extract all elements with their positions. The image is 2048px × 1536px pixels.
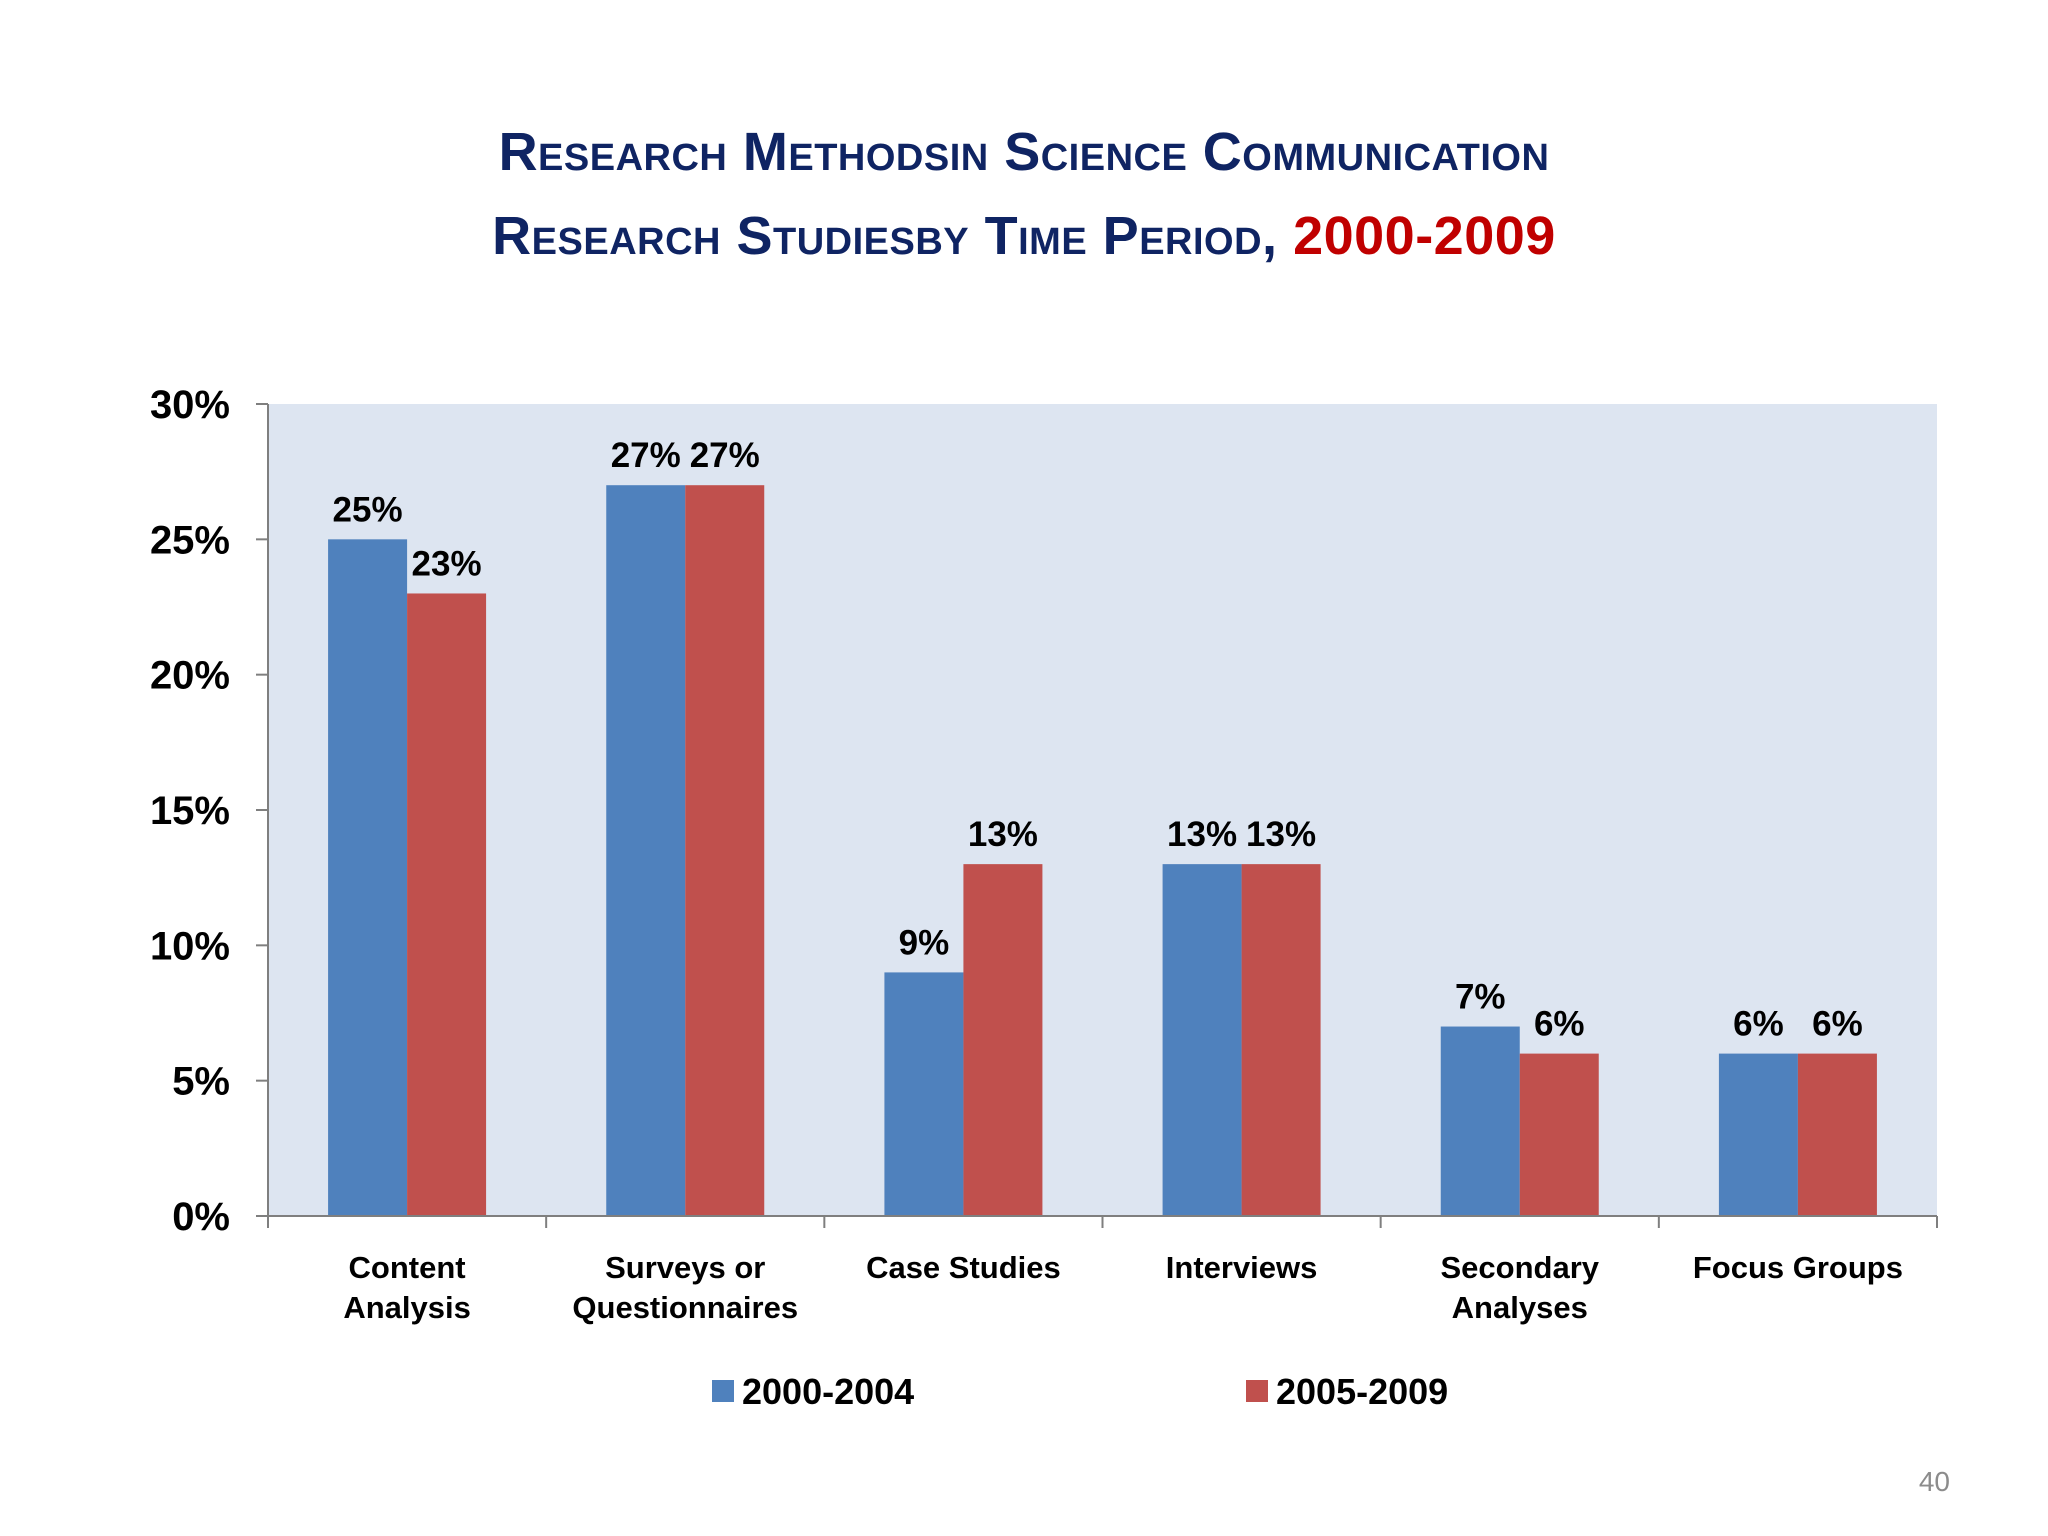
data-label-4-0: 7% <box>1455 978 1506 1017</box>
bar-5-series-1 <box>1797 1053 1877 1216</box>
y-tick-label-0: 0% <box>172 1195 230 1239</box>
category-label-5-0: Focus Groups <box>1693 1250 1903 1285</box>
category-label-1-1: Questionnaires <box>572 1290 798 1325</box>
category-label-4-1: Analyses <box>1452 1290 1588 1325</box>
legend: 2000-2004 2005-2009 <box>712 1371 1448 1412</box>
y-tick-label-2: 10% <box>150 924 230 968</box>
data-label-4-1: 6% <box>1534 1005 1585 1044</box>
page-number: 40 <box>1918 1466 1950 1497</box>
bar-3-series-0 <box>1162 864 1242 1216</box>
title-line-2: Research Studiesby Time Period, 2000-200… <box>0 194 2048 278</box>
legend-label-1: 2005-2009 <box>1276 1371 1448 1412</box>
axes-group <box>256 403 1938 1228</box>
data-label-3-1: 13% <box>1246 815 1316 854</box>
legend-label-0: 2000-2004 <box>742 1371 914 1412</box>
category-label-0-0: Content <box>349 1250 466 1285</box>
bar-4-series-1 <box>1519 1053 1599 1216</box>
category-label-4-0: Secondary <box>1440 1250 1599 1285</box>
y-tick-label-1: 5% <box>172 1060 230 1104</box>
title-line-1: Research Methodsin Science Communication <box>498 122 1550 182</box>
data-label-5-0: 6% <box>1733 1005 1784 1044</box>
y-tick-label-5: 25% <box>150 518 230 562</box>
bar-1-series-0 <box>606 485 686 1216</box>
bar-4-series-0 <box>1440 1026 1520 1216</box>
data-label-1-1: 27% <box>690 436 760 475</box>
category-label-2-0: Case Studies <box>866 1250 1061 1285</box>
data-label-0-1: 23% <box>412 544 482 583</box>
chart-title: Research Methodsin Science Communication… <box>0 110 2048 278</box>
bar-5-series-0 <box>1718 1053 1798 1216</box>
data-label-5-1: 6% <box>1812 1005 1863 1044</box>
bar-2-series-1 <box>963 864 1043 1216</box>
category-label-0-1: Analysis <box>343 1290 471 1325</box>
bar-0-series-0 <box>328 539 408 1216</box>
data-label-2-1: 13% <box>968 815 1038 854</box>
legend-swatch-1 <box>1246 1380 1268 1402</box>
labels-group: 25%23%27% 27%9%13% 13% 13%7%6% 6% 6%0%5%10%15… <box>150 383 1903 1325</box>
y-tick-label-3: 15% <box>150 789 230 833</box>
legend-swatch-0 <box>712 1380 734 1402</box>
category-label-3-0: Interviews <box>1166 1250 1318 1285</box>
category-label-1-0: Surveys or <box>605 1250 765 1285</box>
bar-1-series-1 <box>685 485 765 1216</box>
bars-group <box>328 485 1877 1216</box>
bar-3-series-1 <box>1241 864 1321 1216</box>
title-line-2-main: Research Studiesby Time Period, <box>492 206 1294 266</box>
y-tick-label-6: 30% <box>150 383 230 427</box>
title-year-range: 2000-2009 <box>1293 206 1556 266</box>
y-tick-label-4: 20% <box>150 654 230 698</box>
data-label-2-0: 9% <box>899 923 950 962</box>
plot-area <box>268 404 1937 1216</box>
data-label-0-0: 25% <box>333 490 403 529</box>
data-label-3-0: 13% <box>1167 815 1237 854</box>
bar-0-series-1 <box>407 593 487 1216</box>
data-label-1-0: 27% <box>611 436 681 475</box>
bar-2-series-0 <box>884 972 964 1216</box>
